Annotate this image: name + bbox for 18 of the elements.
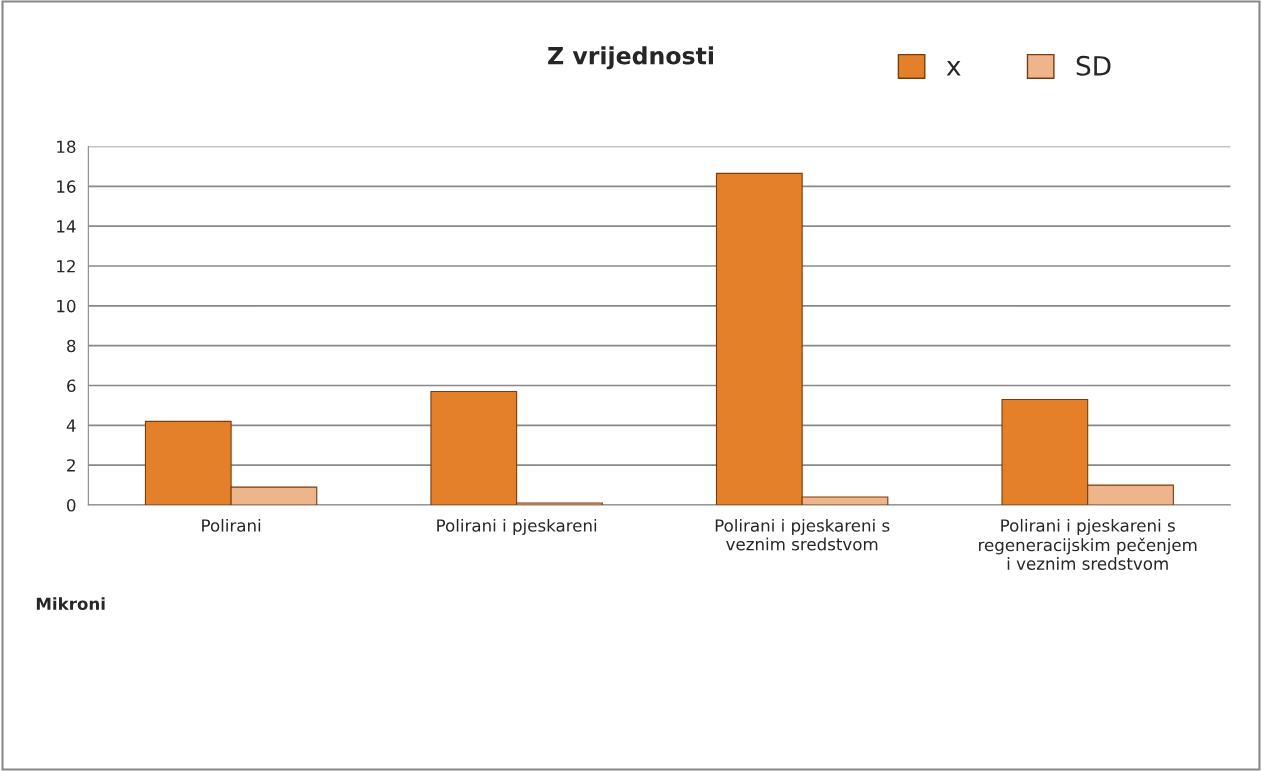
y-tick-label: 8 [67, 339, 76, 353]
y-tick-label: 0 [67, 498, 76, 512]
y-tick-label: 18 [57, 140, 76, 154]
y-tick-label: 4 [66, 419, 76, 432]
y-tick-label: 12 [57, 259, 75, 273]
text: Mikroni [36, 597, 105, 611]
x-tick-label: Polirani i pjeskareni [437, 518, 597, 536]
legend-label: SD [1076, 55, 1111, 76]
y-tick-label: 2 [67, 459, 75, 472]
x-tick-label: Polirani i pjeskareni s regeneracijskim pečenjem i veznim sredstvom [979, 518, 1197, 570]
legend-label: x [946, 61, 961, 76]
x-tick-label: Polirani i pjeskareni s veznim sredstvom [715, 518, 890, 551]
y-tick-label: 6 [67, 379, 76, 393]
y-tick-label: 14 [57, 220, 76, 233]
y-tick-label: 10 [57, 299, 76, 313]
chart-title: Z vrijednosti [548, 46, 713, 70]
x-tick-label: Polirani [202, 518, 261, 532]
y-tick-label: 16 [57, 180, 76, 193]
